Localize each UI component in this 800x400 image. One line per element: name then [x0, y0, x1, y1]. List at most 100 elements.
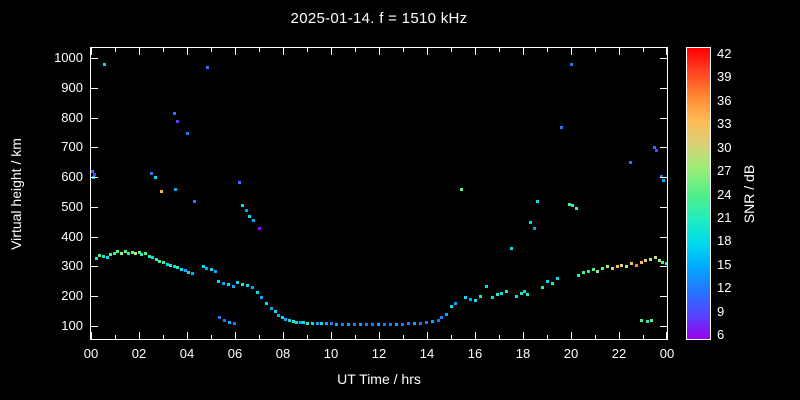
x-tick-label: 06 [227, 346, 243, 361]
data-point [525, 293, 529, 297]
data-point [315, 321, 319, 325]
tick-mark [523, 48, 524, 55]
data-point [660, 174, 663, 178]
colorbar-gradient [687, 48, 710, 339]
data-point [284, 318, 288, 322]
data-point [270, 307, 273, 311]
data-point [193, 199, 197, 203]
data-point [615, 265, 619, 269]
colorbar [686, 47, 711, 340]
tick-mark [547, 48, 548, 52]
tick-mark [139, 48, 140, 55]
tick-mark [499, 335, 500, 339]
data-point [320, 321, 324, 325]
data-point [474, 299, 477, 303]
tick-mark [475, 48, 476, 55]
data-point [606, 265, 609, 269]
colorbar-tick-label: 6 [717, 327, 725, 342]
data-point [306, 321, 309, 325]
tick-mark [307, 335, 308, 339]
data-point [570, 63, 573, 67]
tick-mark [660, 266, 667, 268]
colorbar-tick-label: 42 [717, 46, 732, 61]
data-point [510, 247, 513, 251]
tick-mark [666, 48, 667, 55]
tick-mark [211, 335, 212, 339]
tick-mark [660, 117, 667, 119]
data-point [150, 171, 153, 175]
tick-mark [187, 48, 188, 55]
data-point [400, 322, 404, 326]
data-point [241, 204, 245, 208]
data-point [217, 280, 221, 284]
data-point [134, 251, 138, 255]
data-point [258, 226, 261, 230]
y-tick-label: 200 [61, 287, 83, 303]
colorbar-tick-label: 39 [717, 69, 732, 85]
tick-mark [660, 177, 667, 179]
colorbar-tick-label: 18 [717, 233, 732, 249]
x-tick-label: 20 [563, 346, 579, 361]
data-point [236, 281, 240, 285]
data-point [644, 259, 648, 263]
data-point [174, 188, 177, 192]
data-point [116, 250, 120, 254]
tick-mark [619, 332, 620, 339]
tick-mark [595, 335, 596, 339]
y-tick-label: 800 [61, 109, 83, 125]
data-point [634, 263, 638, 267]
data-point [412, 321, 416, 325]
data-point [546, 280, 549, 284]
tick-mark [211, 48, 212, 52]
tick-mark [660, 325, 667, 327]
data-point [661, 260, 665, 264]
data-point [325, 322, 329, 326]
tick-mark [643, 335, 644, 339]
data-point [628, 161, 632, 165]
data-point [346, 322, 350, 326]
tick-mark [187, 332, 188, 339]
data-point [464, 296, 468, 300]
tick-mark [403, 335, 404, 339]
data-point [175, 119, 179, 123]
tick-mark [139, 332, 140, 339]
data-point [650, 319, 654, 323]
data-point [186, 131, 189, 135]
data-point [541, 286, 545, 290]
tick-mark [91, 147, 98, 149]
y-tick-label: 100 [61, 317, 83, 333]
tick-mark [91, 88, 98, 90]
tick-mark [379, 48, 380, 55]
data-point [92, 173, 96, 177]
data-point [127, 252, 131, 256]
tick-mark [115, 335, 116, 339]
data-point [490, 296, 494, 300]
data-point [273, 310, 277, 314]
data-point [244, 208, 248, 212]
data-point [223, 318, 227, 322]
data-point [151, 256, 155, 260]
data-point [591, 268, 595, 272]
data-point [567, 202, 571, 206]
x-tick-label: 12 [371, 346, 387, 361]
data-point [652, 146, 656, 150]
data-point [450, 305, 453, 309]
colorbar-tick-label: 12 [717, 280, 732, 296]
tick-mark [427, 48, 428, 55]
data-point [218, 315, 222, 319]
data-point [232, 322, 236, 326]
data-point [241, 282, 245, 286]
data-point [596, 269, 600, 273]
data-point [330, 322, 333, 326]
data-point [571, 204, 575, 208]
x-tick-label: 22 [611, 346, 627, 361]
data-point [582, 271, 585, 275]
tick-mark [660, 88, 667, 90]
tick-mark [235, 48, 236, 55]
data-point [574, 207, 578, 211]
data-point [406, 322, 410, 326]
data-point [190, 272, 194, 276]
tick-mark [91, 117, 98, 119]
tick-mark [660, 206, 667, 208]
